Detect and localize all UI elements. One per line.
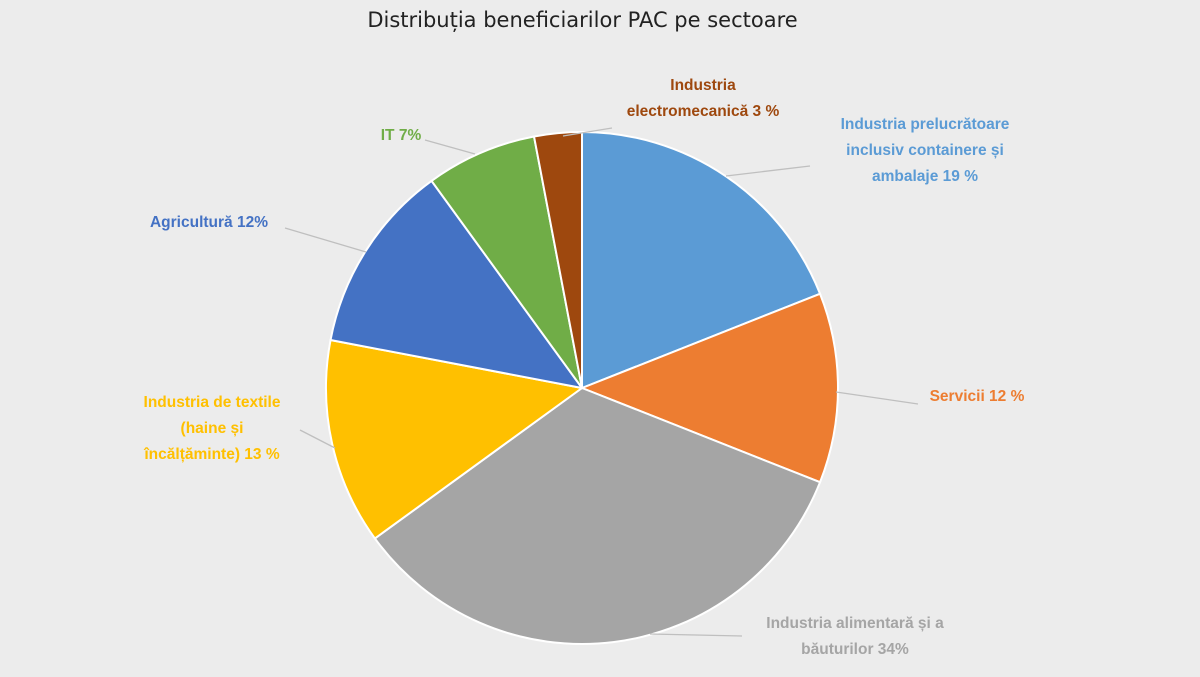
leader-line [725, 165, 811, 177]
pie-slice [325, 338, 585, 540]
data-label: Industria de textile (haine și încălțămint… [143, 394, 280, 463]
data-label: Industria electromecanică 3 % [627, 77, 780, 120]
leader-line [424, 139, 476, 155]
leader-line [299, 429, 336, 449]
leader-line [284, 227, 367, 253]
data-label: Agricultură 12% [150, 214, 268, 231]
pie-slice [430, 135, 583, 389]
pie-slice [579, 292, 839, 484]
pie-slice [581, 130, 822, 390]
pie-slice [329, 179, 585, 390]
chart-title: Distribuția beneficiarilor PAC pe sectoa… [367, 8, 798, 32]
pie-slice [532, 130, 583, 389]
data-label: IT 7% [381, 127, 422, 144]
pie-slice [373, 386, 822, 645]
data-label: Industria prelucrătoare inclusiv containe… [841, 116, 1010, 185]
leader-line [562, 127, 613, 137]
data-label: Industria alimentară și a băuturilor 34% [766, 615, 944, 658]
leader-line [649, 633, 743, 637]
data-label: Servicii 12 % [930, 388, 1025, 405]
leader-line [835, 391, 919, 405]
